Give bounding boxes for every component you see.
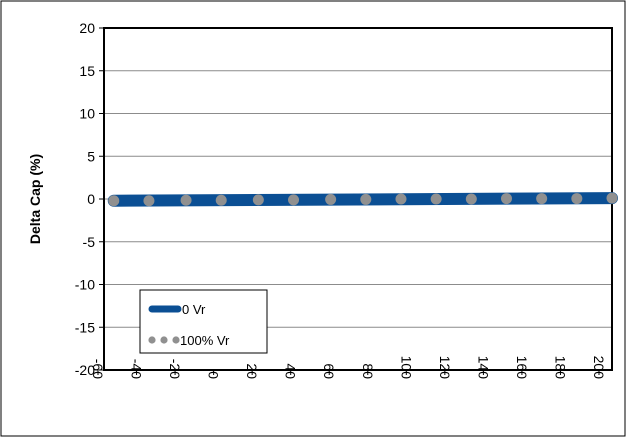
y-tick-label: -10 xyxy=(75,277,95,293)
series-point-100vr xyxy=(430,193,442,205)
y-tick-label: -20 xyxy=(75,362,95,378)
x-tick-label: 160 xyxy=(514,356,530,380)
series-point-100vr xyxy=(143,195,155,207)
y-tick-label: -15 xyxy=(75,319,95,335)
y-tick-label: 15 xyxy=(79,63,95,79)
x-tick-label: 0 xyxy=(206,371,222,379)
series-layer xyxy=(107,192,618,207)
x-tick-label: 140 xyxy=(475,356,491,380)
series-point-100vr xyxy=(606,192,618,204)
x-tick-label: 120 xyxy=(437,356,453,380)
y-tick-label: -5 xyxy=(83,234,96,250)
series-point-100vr xyxy=(500,193,512,205)
series-point-100vr xyxy=(215,194,227,206)
series-point-100vr xyxy=(325,193,337,205)
x-tick-label: -60 xyxy=(90,359,106,379)
x-tick-label: -20 xyxy=(167,359,183,379)
y-tick-label: 10 xyxy=(79,106,95,122)
x-tick-label: 180 xyxy=(552,356,568,380)
legend-swatch-100vr xyxy=(148,336,156,344)
y-tick-label: 0 xyxy=(87,191,95,207)
x-tick-label: 80 xyxy=(360,363,376,379)
y-tick-label: 5 xyxy=(87,148,95,164)
series-point-100vr xyxy=(571,193,583,205)
series-point-100vr xyxy=(465,193,477,205)
legend-box xyxy=(139,289,268,354)
series-point-100vr xyxy=(360,193,372,205)
x-tick-label: 20 xyxy=(244,363,260,379)
series-point-100vr xyxy=(288,194,300,206)
legend-label-0vr: 0 Vr xyxy=(182,302,206,317)
grid-lines xyxy=(104,70,612,328)
x-tick-label: 60 xyxy=(321,363,337,379)
legend-swatch-100vr xyxy=(172,336,180,344)
series-point-100vr xyxy=(180,194,192,206)
y-axis-ticks: 20 15 10 5 0 -5 -10 -15 -20 xyxy=(75,20,104,378)
series-point-100vr xyxy=(536,193,548,205)
x-tick-label: 200 xyxy=(591,356,607,380)
series-point-100vr xyxy=(252,194,264,206)
y-axis-label: Delta Cap (%) xyxy=(27,154,43,244)
y-tick-label: 20 xyxy=(79,20,95,36)
series-point-100vr xyxy=(395,193,407,205)
legend: 0 Vr 100% Vr xyxy=(139,289,268,354)
x-tick-label: -40 xyxy=(129,359,145,379)
series-point-100vr xyxy=(108,195,120,207)
x-tick-label: 100 xyxy=(398,356,414,380)
legend-label-100vr: 100% Vr xyxy=(180,333,230,348)
x-tick-label: 40 xyxy=(283,363,299,379)
x-axis-ticks: -60 -40 -20 0 20 40 60 80 100 120 140 160 180 200 xyxy=(90,356,607,380)
legend-swatch-100vr xyxy=(160,336,168,344)
